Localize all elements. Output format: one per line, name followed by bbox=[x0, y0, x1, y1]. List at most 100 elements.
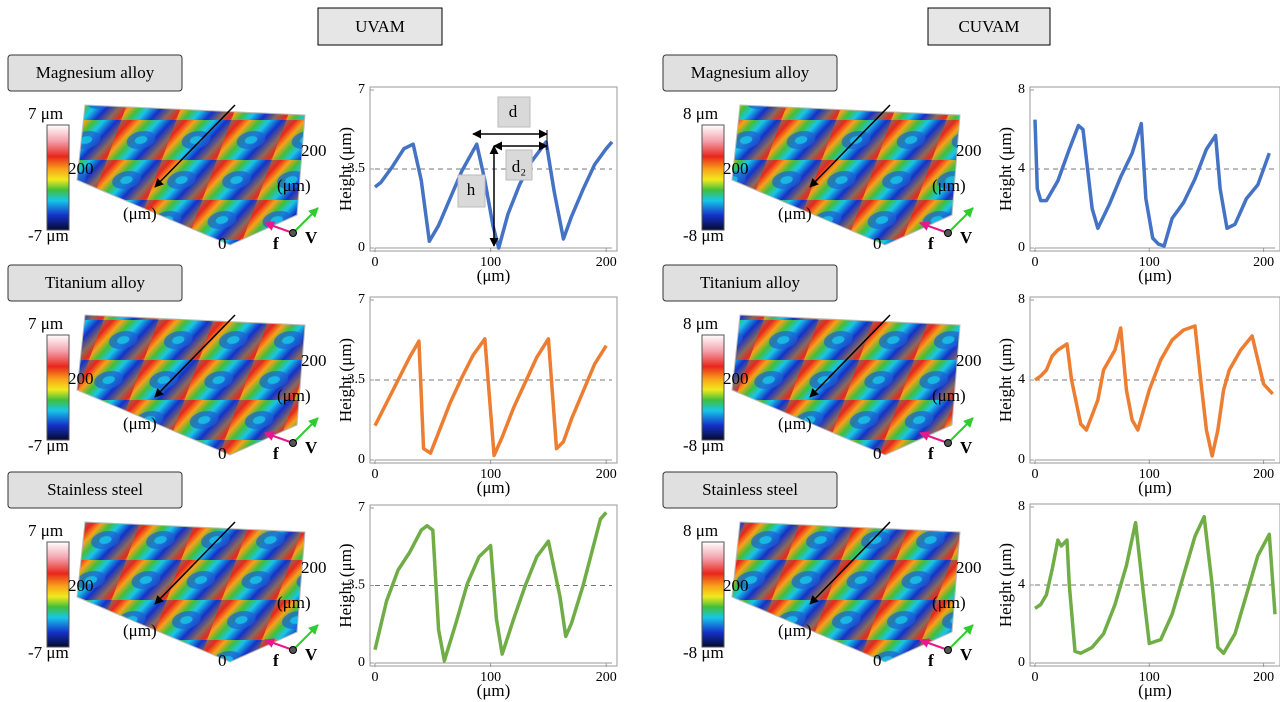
scale-mid: 200 bbox=[723, 576, 749, 595]
x-tick-label: 0 bbox=[372, 467, 379, 482]
color-bar bbox=[702, 335, 724, 440]
axis-zero: 0 bbox=[873, 234, 882, 253]
origin bbox=[945, 647, 952, 654]
axis-unit: (μm) bbox=[123, 414, 157, 433]
y-axis-label: Height (μm) bbox=[996, 127, 1015, 211]
y-axis-label: Height (μm) bbox=[336, 543, 355, 627]
surface-map bbox=[77, 522, 305, 662]
scale-min: -7 μm bbox=[28, 643, 69, 662]
surface-label: Magnesium alloy bbox=[691, 63, 810, 82]
scale-mid: 200 bbox=[723, 369, 749, 388]
f-label: f bbox=[928, 444, 934, 463]
y-tick-label: 8 bbox=[1018, 292, 1025, 307]
x-tick-label: 0 bbox=[372, 255, 379, 270]
color-bar bbox=[702, 542, 724, 647]
axis-side: 200 bbox=[956, 141, 982, 160]
f-label: f bbox=[928, 651, 934, 670]
scale-max: 8 μm bbox=[683, 314, 718, 333]
surface-label: Magnesium alloy bbox=[36, 63, 155, 82]
v-label: V bbox=[960, 228, 973, 247]
y-tick-label: 0 bbox=[1018, 452, 1025, 467]
x-axis-label: (μm) bbox=[1138, 681, 1172, 700]
scale-mid: 200 bbox=[68, 576, 94, 595]
x-tick-label: 0 bbox=[1032, 255, 1039, 270]
y-tick-label: 4 bbox=[1018, 372, 1025, 387]
scale-mid: 200 bbox=[723, 159, 749, 178]
axis-side: 200 bbox=[301, 558, 327, 577]
v-label: V bbox=[960, 645, 973, 664]
surface-label: Stainless steel bbox=[47, 480, 143, 499]
y-axis-label: Height (μm) bbox=[336, 338, 355, 422]
x-tick-label: 200 bbox=[1253, 255, 1274, 270]
scale-max: 7 μm bbox=[28, 104, 63, 123]
profile-line bbox=[375, 339, 606, 456]
origin bbox=[945, 440, 952, 447]
f-arrow bbox=[265, 223, 293, 233]
scale-min: -7 μm bbox=[28, 436, 69, 455]
surface-map bbox=[732, 522, 960, 662]
origin bbox=[290, 230, 297, 237]
x-axis-label: (μm) bbox=[477, 681, 511, 700]
x-tick-label: 200 bbox=[1253, 670, 1274, 685]
scale-max: 8 μm bbox=[683, 521, 718, 540]
axis-side-unit: (μm) bbox=[932, 593, 966, 612]
axis-side-unit: (μm) bbox=[932, 176, 966, 195]
annotation: d bbox=[509, 102, 518, 121]
v-label: V bbox=[305, 438, 318, 457]
profile-line bbox=[1035, 120, 1269, 246]
origin bbox=[290, 647, 297, 654]
surface-map bbox=[77, 105, 305, 245]
origin bbox=[290, 440, 297, 447]
y-tick-label: 0 bbox=[358, 655, 365, 670]
y-tick-label: 8 bbox=[1018, 82, 1025, 97]
v-label: V bbox=[960, 438, 973, 457]
axis-side: 200 bbox=[301, 141, 327, 160]
f-arrow bbox=[265, 433, 293, 443]
surface-label: Stainless steel bbox=[702, 480, 798, 499]
x-axis-label: (μm) bbox=[1138, 478, 1172, 497]
y-tick-label: 0 bbox=[1018, 655, 1025, 670]
axis-unit: (μm) bbox=[778, 414, 812, 433]
surface-map bbox=[732, 315, 960, 455]
y-tick-label: 7 bbox=[358, 292, 365, 307]
axis-zero: 0 bbox=[218, 651, 227, 670]
axis-unit: (μm) bbox=[778, 621, 812, 640]
header: CUVAM bbox=[958, 17, 1019, 36]
x-tick-label: 0 bbox=[1032, 467, 1039, 482]
scale-min: -8 μm bbox=[683, 436, 724, 455]
origin bbox=[945, 230, 952, 237]
surface-label: Titanium alloy bbox=[700, 273, 800, 292]
f-arrow bbox=[920, 640, 948, 650]
y-tick-label: 0 bbox=[358, 240, 365, 255]
header: UVAM bbox=[355, 17, 405, 36]
scale-mid: 200 bbox=[68, 159, 94, 178]
axis-zero: 0 bbox=[873, 651, 882, 670]
f-arrow bbox=[920, 223, 948, 233]
v-label: V bbox=[305, 645, 318, 664]
y-axis-label: Height (μm) bbox=[336, 127, 355, 211]
y-tick-label: 0 bbox=[358, 452, 365, 467]
x-tick-label: 200 bbox=[596, 255, 617, 270]
f-label: f bbox=[928, 234, 934, 253]
axis-side: 200 bbox=[956, 351, 982, 370]
axis-zero: 0 bbox=[218, 234, 227, 253]
f-arrow bbox=[265, 640, 293, 650]
x-tick-label: 200 bbox=[596, 467, 617, 482]
y-tick-label: 7 bbox=[358, 82, 365, 97]
x-tick-label: 200 bbox=[596, 670, 617, 685]
x-tick-label: 0 bbox=[372, 670, 379, 685]
scale-max: 7 μm bbox=[28, 521, 63, 540]
scale-max: 7 μm bbox=[28, 314, 63, 333]
axis-zero: 0 bbox=[218, 444, 227, 463]
axis-side-unit: (μm) bbox=[277, 386, 311, 405]
x-axis-label: (μm) bbox=[1138, 266, 1172, 285]
color-bar bbox=[47, 335, 69, 440]
axis-unit: (μm) bbox=[778, 204, 812, 223]
f-arrow bbox=[920, 433, 948, 443]
f-label: f bbox=[273, 234, 279, 253]
y-tick-label: 8 bbox=[1018, 499, 1025, 514]
profile-line bbox=[1035, 326, 1273, 456]
axis-side-unit: (μm) bbox=[932, 386, 966, 405]
x-tick-label: 0 bbox=[1032, 670, 1039, 685]
annotation: d₂ bbox=[512, 157, 526, 176]
